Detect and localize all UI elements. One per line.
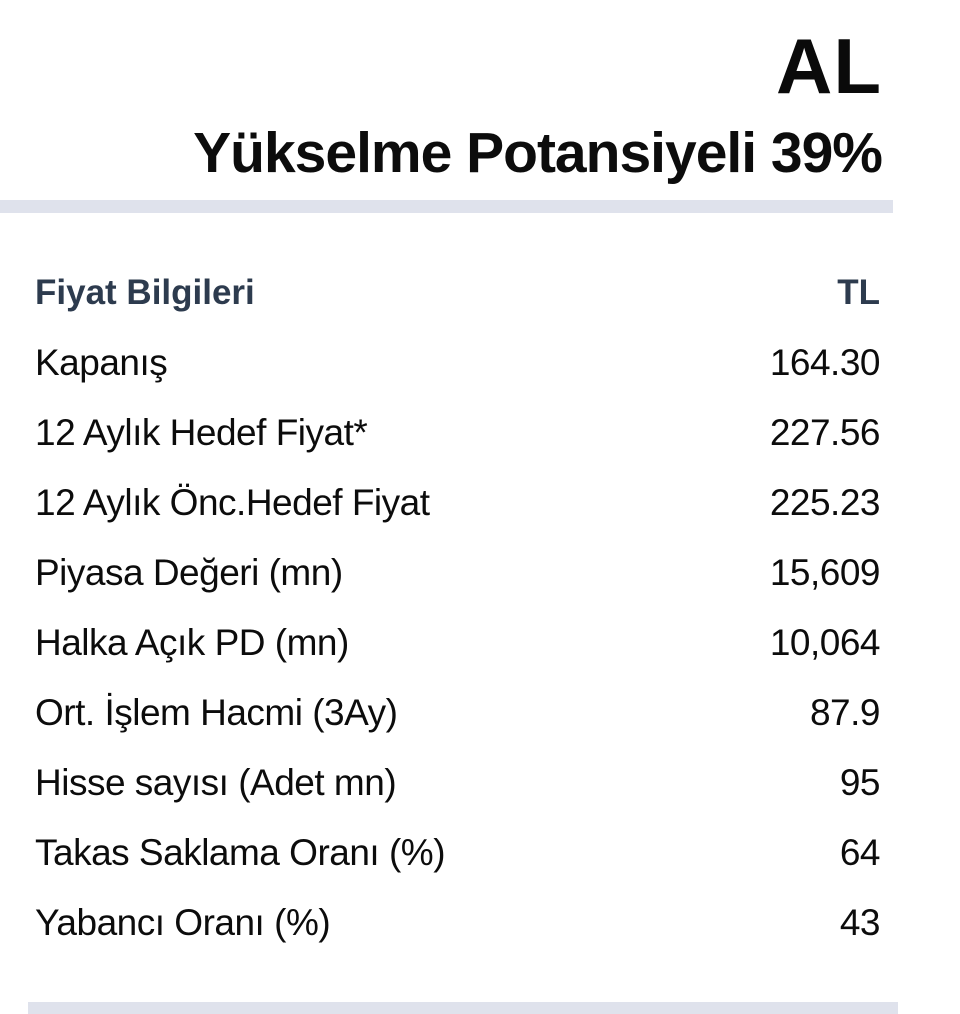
row-label: Ort. İşlem Hacmi (3Ay) xyxy=(35,692,398,733)
row-value: 225.23 xyxy=(769,482,881,523)
row-value: 164.30 xyxy=(769,342,881,383)
row-label: Takas Saklama Oranı (%) xyxy=(35,832,446,873)
table-row: Halka Açık PD (mn) 10,064 xyxy=(35,608,881,678)
row-label: Hisse sayısı (Adet mn) xyxy=(35,762,397,803)
table-row: Piyasa Değeri (mn) 15,609 xyxy=(35,538,881,608)
top-divider-bar xyxy=(0,200,893,213)
header-block: AL Yükselme Potansiyeli 39% xyxy=(0,0,960,188)
table-unit-header: TL xyxy=(837,273,880,312)
bottom-divider-bar xyxy=(28,1002,898,1014)
row-value: 95 xyxy=(839,762,881,803)
upside-potential-title: Yükselme Potansiyeli 39% xyxy=(193,121,883,185)
table-row: Takas Saklama Oranı (%) 64 xyxy=(35,818,881,888)
row-label: 12 Aylık Önc.Hedef Fiyat xyxy=(35,482,430,523)
table-row: Hisse sayısı (Adet mn) 95 xyxy=(35,748,881,818)
row-value: 15,609 xyxy=(769,552,881,593)
table-row: Yabancı Oranı (%) 43 xyxy=(35,888,881,958)
table-title: Fiyat Bilgileri xyxy=(35,273,255,312)
row-value: 87.9 xyxy=(809,692,881,733)
row-value: 227.56 xyxy=(769,412,881,453)
row-value: 64 xyxy=(839,832,881,873)
rating-badge: AL xyxy=(776,22,882,110)
row-label: Piyasa Değeri (mn) xyxy=(35,552,343,593)
price-info-table: Fiyat Bilgileri TL Kapanış 164.30 12 Ayl… xyxy=(0,258,960,958)
row-label: Kapanış xyxy=(35,342,168,383)
row-value: 43 xyxy=(839,902,881,943)
row-label: Halka Açık PD (mn) xyxy=(35,622,349,663)
table-row: Ort. İşlem Hacmi (3Ay) 87.9 xyxy=(35,678,881,748)
row-value: 10,064 xyxy=(769,622,881,663)
table-row: 12 Aylık Hedef Fiyat* 227.56 xyxy=(35,398,881,468)
table-row: Kapanış 164.30 xyxy=(35,328,881,398)
row-label: Yabancı Oranı (%) xyxy=(35,902,331,943)
row-label: 12 Aylık Hedef Fiyat* xyxy=(35,412,368,453)
table-header-row: Fiyat Bilgileri TL xyxy=(35,258,880,328)
table-row: 12 Aylık Önc.Hedef Fiyat 225.23 xyxy=(35,468,881,538)
